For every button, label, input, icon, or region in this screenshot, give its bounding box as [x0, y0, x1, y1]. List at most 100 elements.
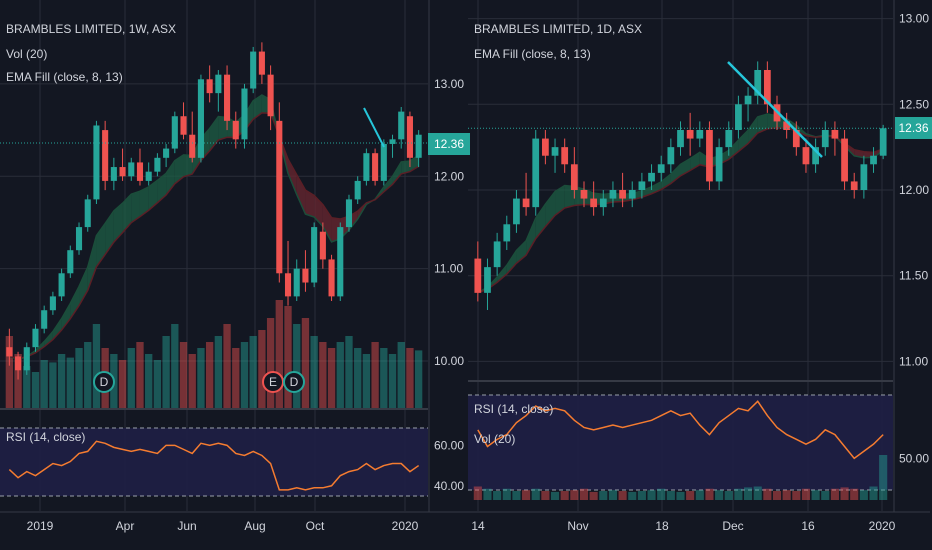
price-tick-label: 10.00 [434, 354, 464, 368]
volume-bar [599, 491, 608, 500]
candle-body [590, 198, 598, 208]
candle-body [792, 130, 800, 148]
rsi-tick-label: 60.00 [434, 438, 464, 452]
candle-body [389, 139, 396, 144]
candle-body [841, 138, 848, 182]
rsi-band [0, 428, 428, 496]
ema-fill-segment [564, 185, 575, 209]
ema-fill-segment [322, 204, 332, 242]
candle-body [648, 172, 655, 182]
ema-fill-segment [174, 154, 184, 184]
volume-bar [127, 348, 135, 408]
candle-body [128, 162, 135, 177]
ema-fill-segment [122, 194, 132, 233]
trend-line [727, 61, 823, 158]
time-tick-label: Aug [244, 519, 265, 533]
ema-fill-segment [288, 159, 297, 195]
volume-bar [414, 350, 423, 408]
volume-bar [40, 360, 48, 408]
candle-body [180, 116, 187, 135]
volume-bar [512, 491, 521, 500]
candle-body [328, 259, 335, 297]
candle-body [110, 167, 117, 181]
candle-body [32, 328, 39, 348]
candle-body [311, 227, 318, 283]
event-marker-label: D [290, 375, 299, 389]
time-tick-label: Oct [306, 519, 325, 533]
price-tick-label: 13.00 [434, 77, 464, 91]
candle-body [284, 273, 292, 297]
rsi-line [8, 440, 420, 491]
volume-bar [14, 354, 22, 408]
volume-bar [666, 491, 675, 500]
candle-body [6, 347, 13, 357]
volume-bar [49, 362, 57, 408]
price-tick-label: 12.00 [434, 169, 464, 183]
ema-fill-segment [218, 116, 228, 140]
volume-bar [362, 354, 371, 408]
time-tick-label: 18 [655, 519, 669, 533]
time-tick-label: 2020 [392, 519, 419, 533]
candle-body [136, 162, 144, 181]
ema-slow-line [477, 127, 884, 294]
ema-fill-segment [401, 161, 410, 174]
volume-bar [550, 491, 560, 500]
candle-body [570, 164, 578, 190]
candle-body [744, 95, 752, 105]
volume-bar [153, 360, 162, 408]
time-tick-label: 2019 [27, 519, 54, 533]
volume-bar [772, 491, 782, 500]
candle-body [725, 130, 733, 148]
volume-bar [821, 491, 830, 500]
volume-bar [301, 318, 310, 408]
ema-fill-segment [497, 265, 507, 283]
volume-bar [205, 342, 214, 408]
volume-bar [618, 491, 627, 500]
volume-bar [380, 348, 388, 408]
ema-fill-segment [131, 191, 140, 223]
ema-fill-segment [70, 286, 80, 319]
volume-bar [197, 348, 205, 408]
volume-bar [136, 342, 144, 408]
volume-bar [84, 342, 92, 408]
candle-body [802, 147, 810, 165]
volume-bar [801, 488, 811, 500]
left-chart-title: BRAMBLES LIMITED, 1W, ASX [6, 22, 177, 36]
ema-fill-segment [757, 114, 768, 134]
volume-bar [66, 357, 74, 408]
volume-bar [249, 336, 257, 408]
right-ema-legend: EMA Fill (close, 8, 13) [474, 47, 591, 61]
volume-bar [734, 488, 743, 500]
candle-body [580, 190, 588, 199]
volume-bar [686, 491, 695, 500]
candle-body [763, 70, 771, 105]
event-marker-dividend [93, 371, 115, 393]
volume-bar [223, 324, 231, 408]
candle-body [23, 347, 30, 371]
volume-bar [75, 348, 83, 408]
ema-fill-segment [105, 210, 114, 255]
ema-fill-segment [555, 185, 565, 216]
volume-bar [293, 324, 301, 408]
left-rsi-legend: RSI (14, close) [6, 430, 86, 444]
candle-body [754, 70, 762, 96]
candle-body [398, 111, 405, 140]
rsi-tick-label: 50.00 [899, 451, 929, 465]
trend-line [363, 107, 385, 148]
candle-body [406, 116, 413, 158]
ema-fill-segment [641, 186, 652, 198]
candle-body [215, 74, 222, 94]
volume-bar [92, 324, 101, 408]
time-tick-label: 16 [801, 519, 815, 533]
ema-fill-segment [79, 267, 88, 306]
candle-body [267, 74, 274, 117]
volume-bar [354, 348, 362, 408]
right-volume-legend: Vol (20) [474, 432, 516, 446]
candle-body [93, 125, 100, 200]
candle-body [15, 356, 22, 371]
candle-body [197, 79, 204, 158]
candle-body [250, 51, 257, 89]
candle-body [206, 79, 213, 94]
rsi-band [468, 395, 893, 490]
candle-body [67, 250, 74, 274]
